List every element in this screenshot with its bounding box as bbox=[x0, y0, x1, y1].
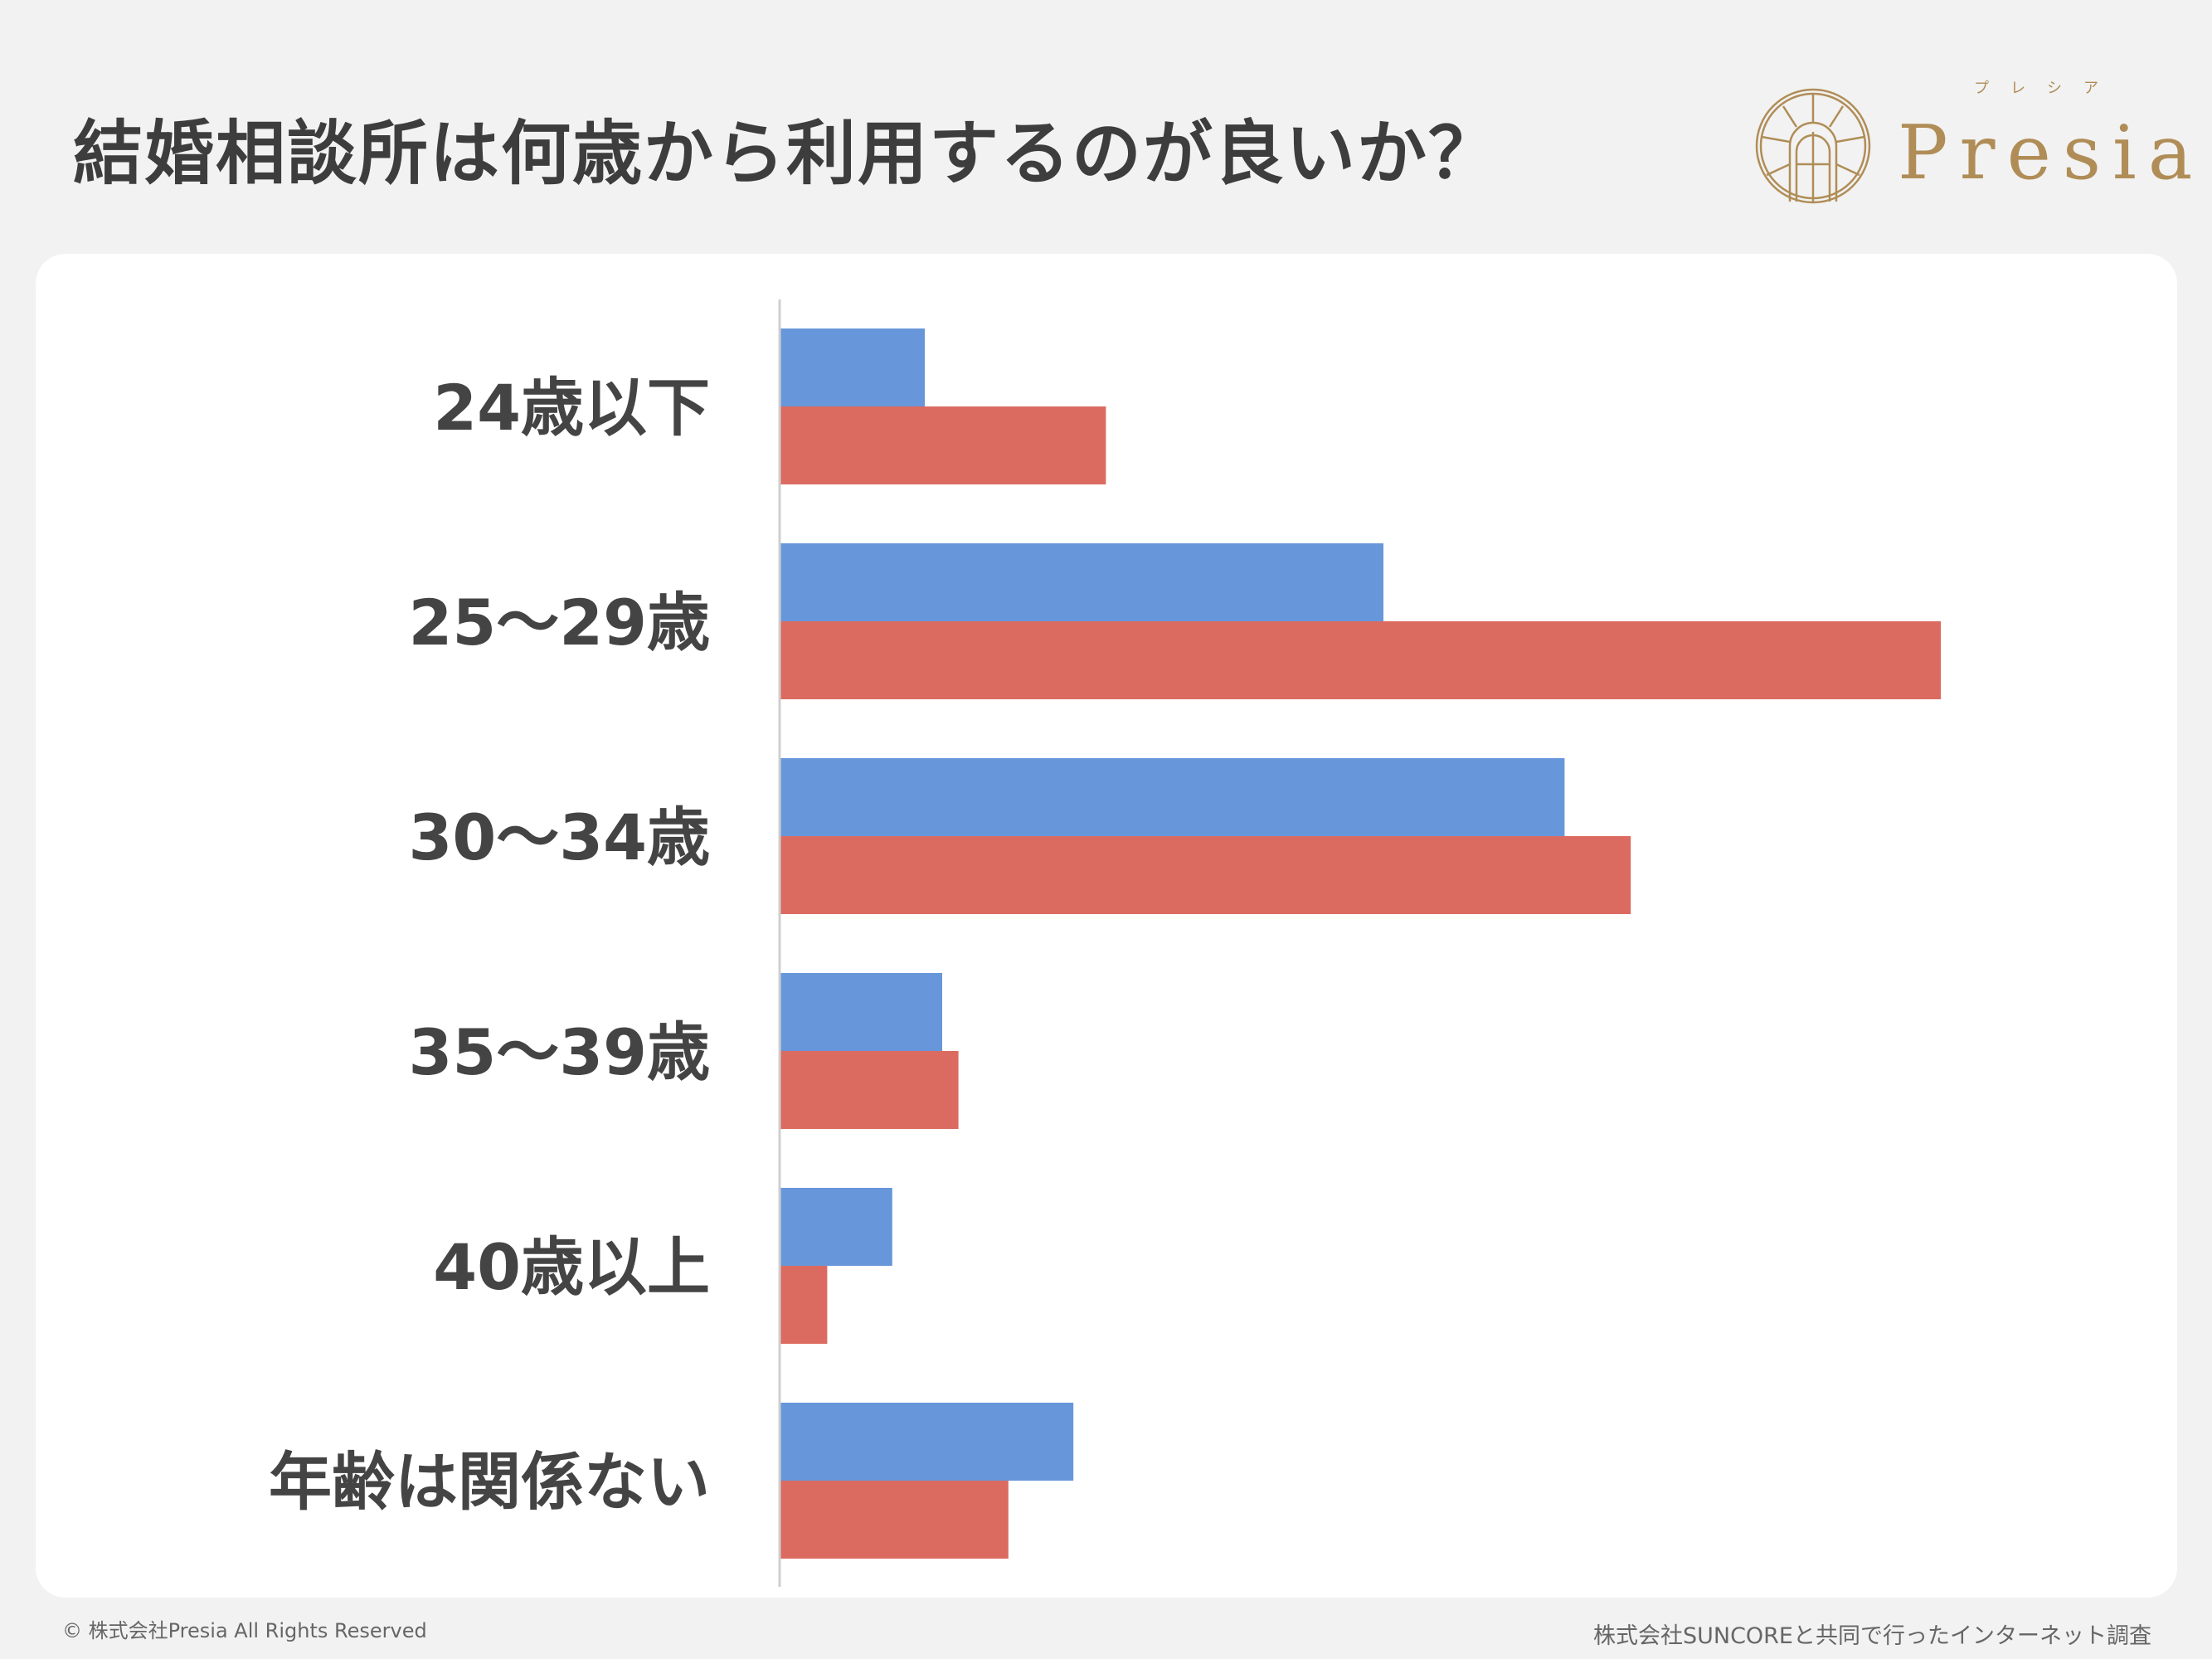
category-label: 30〜34歳 bbox=[408, 800, 710, 874]
page-title: 結婚相談所は何歳から利用するのが良いか？ bbox=[73, 113, 1500, 194]
bar-red-2 bbox=[780, 836, 1631, 914]
bar-blue-4 bbox=[780, 1188, 892, 1266]
logo-kana: プレシア bbox=[1974, 80, 2120, 97]
chart-card: 24歳以下 25〜29歳 30〜34歳 35〜39歳 40歳以上年齢は関係ない bbox=[36, 254, 2177, 1598]
category-label: 35〜39歳 bbox=[408, 1015, 710, 1089]
presia-logo: プレシア Presia bbox=[1750, 80, 2192, 212]
survey-source-text: 株式会社SUNCOREと共同で行ったインターネット調査 bbox=[1592, 1623, 2151, 1649]
bar-red-4 bbox=[780, 1266, 828, 1344]
bar-blue-1 bbox=[780, 543, 1383, 621]
bar-red-3 bbox=[780, 1051, 959, 1129]
category-label: 40歳以上 bbox=[433, 1230, 710, 1304]
logo-wordmark: Presia bbox=[1898, 109, 2205, 197]
copyright-text: © 株式会社Presia All Rights Reserved bbox=[62, 1619, 427, 1642]
category-label: 年齢は関係ない bbox=[269, 1445, 710, 1519]
bar-red-1 bbox=[780, 621, 1941, 699]
bar-blue-3 bbox=[780, 973, 942, 1051]
bar-blue-5 bbox=[780, 1403, 1074, 1481]
bar-blue-0 bbox=[780, 328, 925, 406]
category-label: 24歳以下 bbox=[433, 371, 710, 445]
bar-red-5 bbox=[780, 1481, 1009, 1559]
bar-blue-2 bbox=[780, 758, 1565, 836]
window-emblem-icon bbox=[1755, 88, 1871, 204]
bar-red-0 bbox=[780, 406, 1106, 484]
category-label: 25〜29歳 bbox=[408, 586, 710, 659]
